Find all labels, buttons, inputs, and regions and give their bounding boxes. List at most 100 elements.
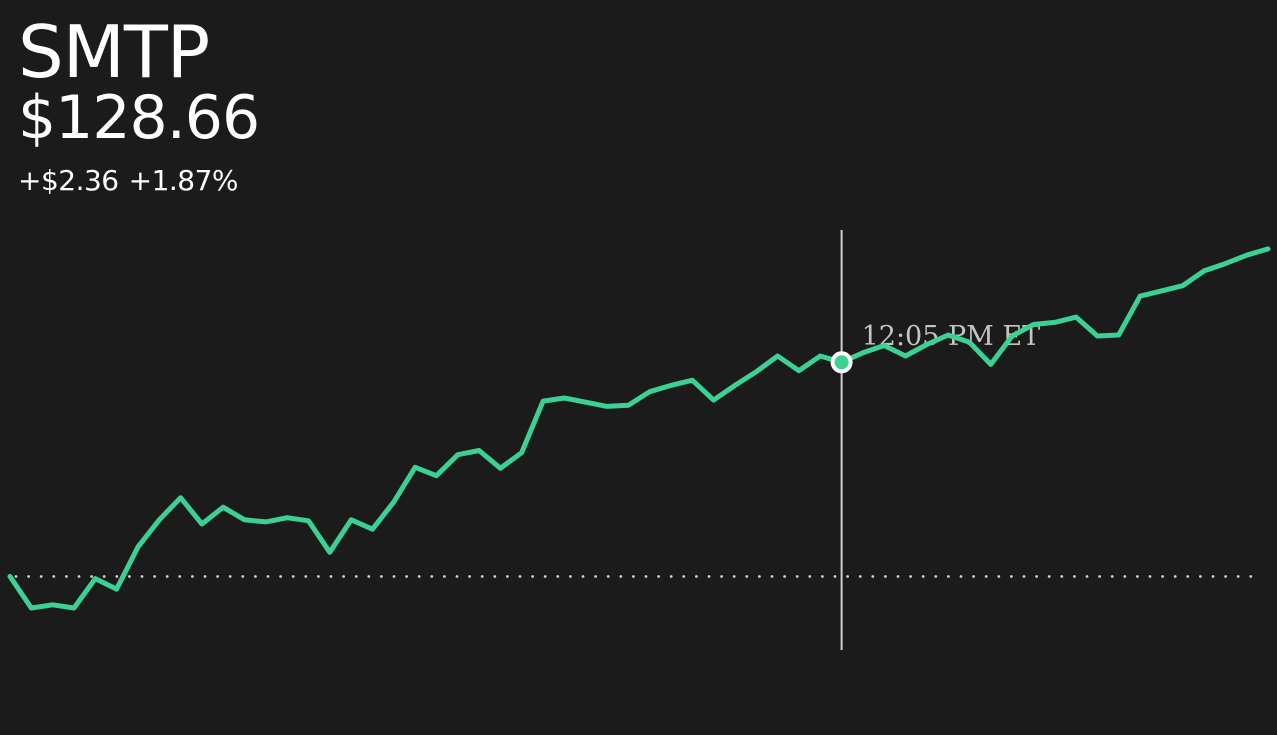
price-point xyxy=(1137,293,1143,299)
baseline-dot xyxy=(1173,575,1177,578)
price-point xyxy=(199,521,205,527)
price-point xyxy=(1073,314,1079,320)
baseline-dot xyxy=(795,575,799,578)
baseline-dot xyxy=(682,575,686,578)
baseline-dot xyxy=(342,575,345,578)
price-point xyxy=(263,519,269,525)
baseline-dot xyxy=(581,575,585,578)
price-point xyxy=(625,402,631,408)
price-point xyxy=(476,448,482,454)
baseline-dot xyxy=(1085,575,1089,578)
baseline-dot xyxy=(1236,575,1240,578)
price-point xyxy=(370,526,376,532)
price-point xyxy=(860,350,866,356)
baseline-dot xyxy=(266,575,270,578)
baseline-dot xyxy=(1224,575,1227,578)
baseline-dot xyxy=(884,575,887,578)
baseline-dot xyxy=(997,575,1001,578)
baseline-dot xyxy=(720,575,723,578)
baseline-dot xyxy=(291,575,295,578)
price-point xyxy=(583,399,589,405)
baseline-dot xyxy=(1035,575,1038,578)
price-point xyxy=(1244,252,1250,258)
baseline-dot xyxy=(153,575,157,578)
baseline-dot xyxy=(644,575,648,578)
price-point xyxy=(156,517,162,523)
baseline-dot xyxy=(707,575,711,578)
stock-price: $128.66 xyxy=(18,83,260,153)
baseline-dot xyxy=(39,575,43,578)
baseline-dot xyxy=(506,575,509,578)
baseline-dot xyxy=(556,575,560,578)
baseline-dot xyxy=(1148,575,1152,578)
price-point xyxy=(1116,332,1122,338)
baseline-dot xyxy=(745,575,749,578)
baseline-dot xyxy=(669,575,673,578)
baseline-dot xyxy=(228,575,232,578)
baseline-dot xyxy=(1211,575,1215,578)
baseline-dot xyxy=(367,575,371,578)
hover-point[interactable] xyxy=(830,351,853,374)
baseline-dot xyxy=(52,575,56,578)
price-point xyxy=(348,517,354,523)
price-point xyxy=(412,464,418,470)
price-point xyxy=(817,353,823,359)
baseline-dot xyxy=(1249,575,1253,578)
price-points xyxy=(7,246,1271,611)
price-point xyxy=(988,361,994,367)
baseline-dot xyxy=(216,575,220,578)
baseline-dot xyxy=(1073,575,1076,578)
baseline-dot xyxy=(758,575,761,578)
price-point xyxy=(945,332,951,338)
price-change: +$2.36 +1.87% xyxy=(18,164,239,198)
price-point xyxy=(114,586,120,592)
baseline-dot xyxy=(1010,575,1013,578)
baseline-dot xyxy=(833,575,837,578)
baseline-dot xyxy=(1136,575,1139,578)
baseline-dot xyxy=(770,575,774,578)
price-point xyxy=(732,382,738,388)
baseline-dot xyxy=(695,575,698,578)
baseline-dot xyxy=(569,575,572,578)
baseline-dot xyxy=(1022,575,1026,578)
baseline-dot xyxy=(858,575,862,578)
baseline-dot xyxy=(27,575,30,578)
price-point xyxy=(711,397,717,403)
baseline-dot xyxy=(14,575,18,578)
price-point xyxy=(903,353,909,359)
price-point xyxy=(796,368,802,374)
price-point xyxy=(1222,261,1228,267)
price-point xyxy=(519,450,525,456)
price-point xyxy=(284,515,290,521)
price-point xyxy=(540,398,546,404)
baseline-dot xyxy=(317,575,320,578)
price-point xyxy=(178,495,184,501)
baseline-dot xyxy=(254,575,257,578)
baseline-dot xyxy=(1060,575,1064,578)
price-point xyxy=(135,544,141,550)
baseline-dot xyxy=(443,575,446,578)
baseline-dot xyxy=(304,575,308,578)
baseline-dot xyxy=(1123,575,1127,578)
baseline-dot xyxy=(606,575,610,578)
price-point xyxy=(92,576,98,582)
price-point xyxy=(391,499,397,505)
baseline-dot xyxy=(90,575,93,578)
price-point xyxy=(967,339,973,345)
baseline-dot xyxy=(380,575,383,578)
baseline-dot xyxy=(657,575,660,578)
baseline-dot xyxy=(127,575,131,578)
baseline-dot xyxy=(279,575,282,578)
baseline-dot xyxy=(480,575,484,578)
price-point xyxy=(1009,333,1015,339)
baseline-dot xyxy=(821,575,824,578)
price-point xyxy=(1052,319,1058,325)
price-point xyxy=(1180,283,1186,289)
baseline-dot xyxy=(354,575,358,578)
price-point xyxy=(242,517,248,523)
baseline-dot xyxy=(140,575,144,578)
baseline-dot xyxy=(165,575,169,578)
price-point xyxy=(775,353,781,359)
change-percent: +1.87% xyxy=(128,164,239,197)
